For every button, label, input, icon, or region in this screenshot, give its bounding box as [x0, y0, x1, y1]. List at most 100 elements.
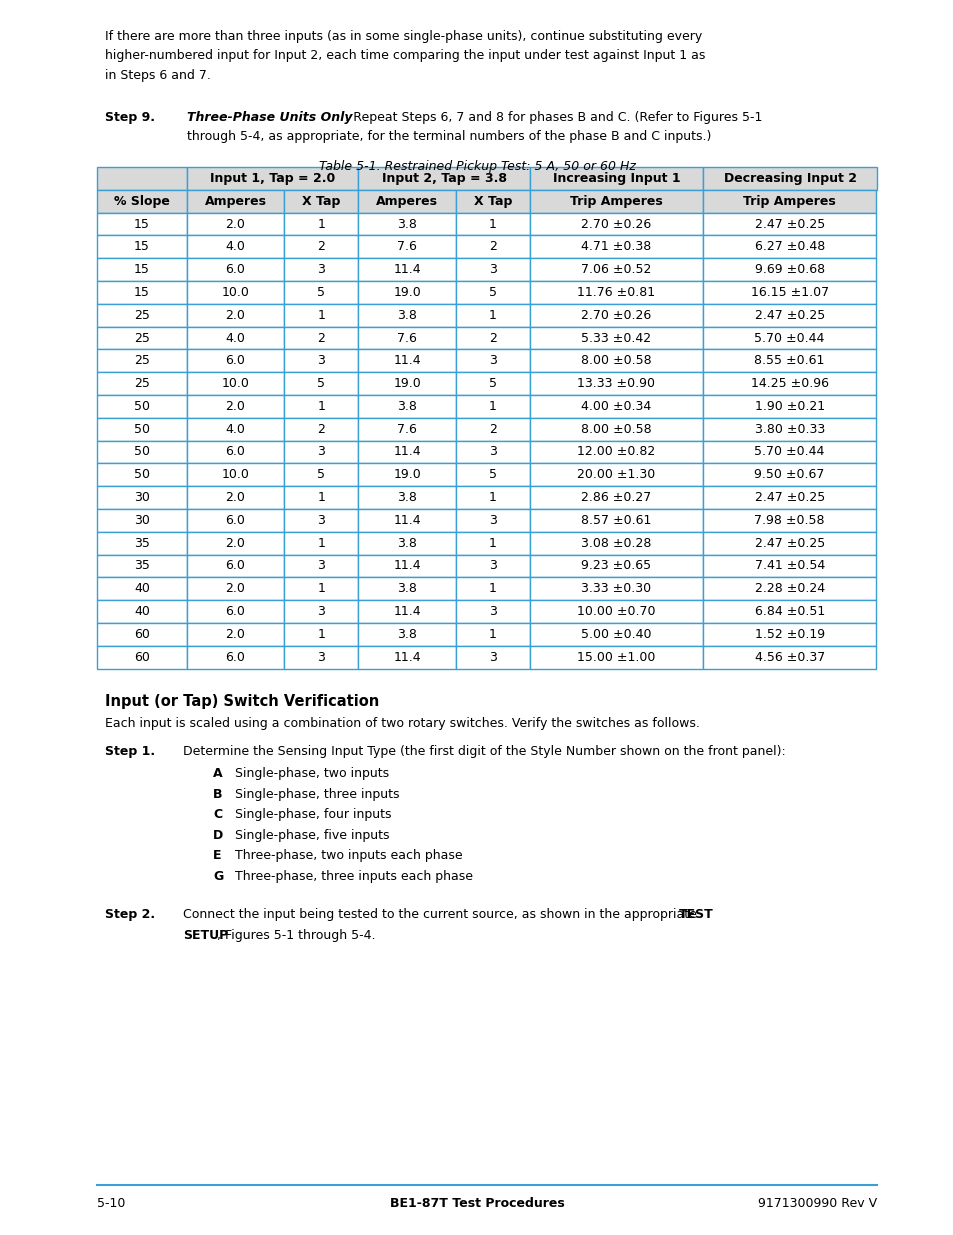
- Bar: [702, 600, 875, 622]
- Bar: [702, 190, 875, 212]
- Text: 1: 1: [488, 309, 497, 321]
- Text: Three-phase, two inputs each phase: Three-phase, two inputs each phase: [234, 850, 462, 862]
- Text: 25: 25: [133, 354, 150, 367]
- Text: 2.47 ±0.25: 2.47 ±0.25: [754, 309, 824, 321]
- Text: 2.0: 2.0: [225, 492, 245, 504]
- Text: 11.76 ±0.81: 11.76 ±0.81: [577, 285, 655, 299]
- Bar: [97, 350, 187, 372]
- Text: 1: 1: [488, 492, 497, 504]
- Text: 3.33 ±0.30: 3.33 ±0.30: [580, 582, 651, 595]
- Bar: [529, 463, 702, 487]
- Text: 3.8: 3.8: [396, 582, 416, 595]
- Bar: [284, 441, 358, 463]
- Text: 1: 1: [488, 537, 497, 550]
- Text: 2.47 ±0.25: 2.47 ±0.25: [754, 537, 824, 550]
- Bar: [97, 304, 187, 326]
- Bar: [284, 350, 358, 372]
- Bar: [358, 167, 529, 190]
- Text: 30: 30: [133, 514, 150, 527]
- Text: 16.15 ±1.07: 16.15 ±1.07: [750, 285, 828, 299]
- Bar: [358, 258, 456, 282]
- Text: 3: 3: [488, 514, 497, 527]
- Bar: [456, 441, 529, 463]
- Text: Connect the input being tested to the current source, as shown in the appropriat: Connect the input being tested to the cu…: [183, 908, 700, 921]
- Bar: [187, 372, 284, 395]
- Text: 7.6: 7.6: [396, 422, 416, 436]
- Text: 2: 2: [317, 422, 325, 436]
- Text: 5: 5: [317, 285, 325, 299]
- Bar: [358, 509, 456, 532]
- Text: 2.47 ±0.25: 2.47 ±0.25: [754, 492, 824, 504]
- Bar: [284, 236, 358, 258]
- Bar: [358, 212, 456, 236]
- Text: 3.8: 3.8: [396, 217, 416, 231]
- Text: 2: 2: [488, 331, 497, 345]
- Text: 4.56 ±0.37: 4.56 ±0.37: [754, 651, 824, 663]
- Bar: [187, 417, 284, 441]
- Bar: [187, 326, 284, 350]
- Text: 60: 60: [133, 627, 150, 641]
- Text: Decreasing Input 2: Decreasing Input 2: [722, 172, 856, 185]
- Bar: [456, 532, 529, 555]
- Bar: [456, 509, 529, 532]
- Text: 10.0: 10.0: [221, 468, 249, 482]
- Bar: [456, 212, 529, 236]
- Bar: [702, 509, 875, 532]
- Text: 10.00 ±0.70: 10.00 ±0.70: [577, 605, 655, 618]
- Bar: [187, 212, 284, 236]
- Bar: [529, 190, 702, 212]
- Text: 3: 3: [317, 354, 325, 367]
- Bar: [529, 350, 702, 372]
- Bar: [702, 167, 876, 190]
- Text: % Slope: % Slope: [113, 195, 170, 207]
- Text: BE1-87T Test Procedures: BE1-87T Test Procedures: [389, 1197, 564, 1210]
- Text: 1.52 ±0.19: 1.52 ±0.19: [754, 627, 823, 641]
- Bar: [187, 441, 284, 463]
- Bar: [702, 463, 875, 487]
- Bar: [97, 487, 187, 509]
- Bar: [358, 463, 456, 487]
- Text: 3.8: 3.8: [396, 400, 416, 412]
- Bar: [187, 304, 284, 326]
- Text: 15: 15: [133, 217, 150, 231]
- Text: 11.4: 11.4: [393, 263, 420, 277]
- Bar: [358, 532, 456, 555]
- Text: Each input is scaled using a combination of two rotary switches. Verify the swit: Each input is scaled using a combination…: [105, 718, 700, 730]
- Text: , Figures 5-1 through 5-4.: , Figures 5-1 through 5-4.: [216, 929, 375, 941]
- Bar: [702, 532, 875, 555]
- Bar: [358, 555, 456, 578]
- Text: 8.00 ±0.58: 8.00 ±0.58: [580, 354, 651, 367]
- Bar: [358, 304, 456, 326]
- Bar: [97, 532, 187, 555]
- Text: 8.00 ±0.58: 8.00 ±0.58: [580, 422, 651, 436]
- Bar: [358, 487, 456, 509]
- Text: 3: 3: [317, 559, 325, 573]
- Text: 8.57 ±0.61: 8.57 ±0.61: [580, 514, 651, 527]
- Text: 3: 3: [488, 605, 497, 618]
- Bar: [529, 258, 702, 282]
- Bar: [284, 282, 358, 304]
- Bar: [358, 441, 456, 463]
- Bar: [358, 190, 456, 212]
- Text: 3.8: 3.8: [396, 537, 416, 550]
- Text: 1: 1: [488, 400, 497, 412]
- Text: 3: 3: [488, 354, 497, 367]
- Bar: [702, 441, 875, 463]
- Bar: [358, 372, 456, 395]
- Text: 5-10: 5-10: [97, 1197, 125, 1210]
- Bar: [187, 350, 284, 372]
- Bar: [284, 532, 358, 555]
- Bar: [284, 509, 358, 532]
- Bar: [358, 282, 456, 304]
- Text: G: G: [213, 869, 223, 883]
- Text: Amperes: Amperes: [204, 195, 266, 207]
- Text: 9171300990 Rev V: 9171300990 Rev V: [757, 1197, 876, 1210]
- Text: 3: 3: [488, 559, 497, 573]
- Text: 50: 50: [133, 400, 150, 412]
- Text: 5.70 ±0.44: 5.70 ±0.44: [754, 331, 824, 345]
- Text: 6.0: 6.0: [225, 263, 245, 277]
- Text: 5: 5: [488, 377, 497, 390]
- Text: 1.90 ±0.21: 1.90 ±0.21: [754, 400, 823, 412]
- Text: Single-phase, four inputs: Single-phase, four inputs: [234, 808, 391, 821]
- Bar: [702, 212, 875, 236]
